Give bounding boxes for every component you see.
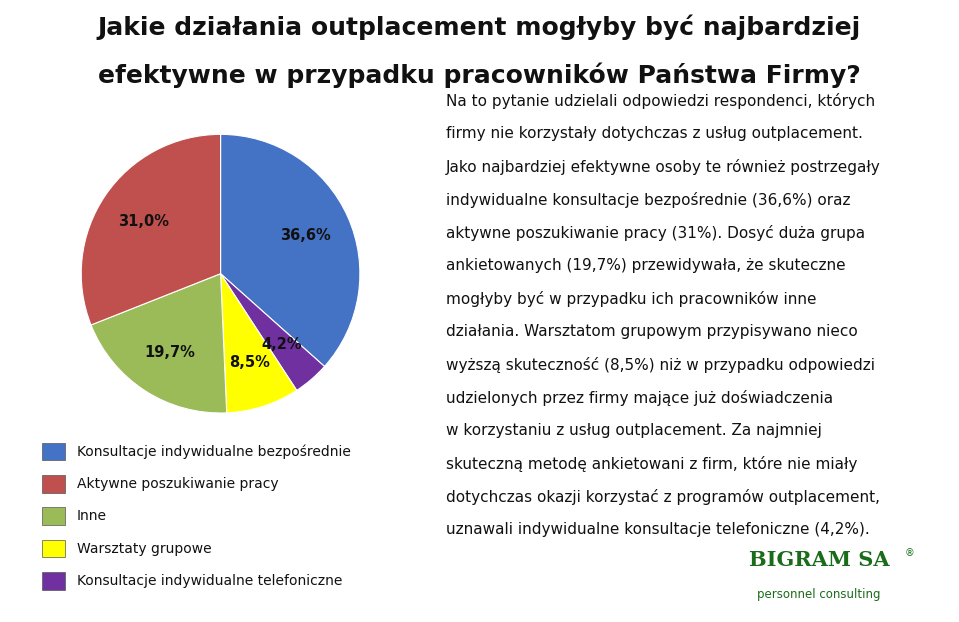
Wedge shape [221, 274, 324, 391]
FancyBboxPatch shape [42, 508, 64, 525]
Text: Aktywne poszukiwanie pracy: Aktywne poszukiwanie pracy [77, 477, 278, 491]
Text: firmy nie korzystały dotychczas z usług outplacement.: firmy nie korzystały dotychczas z usług … [446, 126, 863, 141]
FancyBboxPatch shape [42, 540, 64, 557]
Text: mogłyby być w przypadku ich pracowników inne: mogłyby być w przypadku ich pracowników … [446, 291, 816, 307]
Wedge shape [221, 134, 360, 366]
Wedge shape [82, 134, 221, 325]
Text: efektywne w przypadku pracowników Państwa Firmy?: efektywne w przypadku pracowników Państw… [98, 62, 861, 88]
Text: aktywne poszukiwanie pracy (31%). Dosyć duża grupa: aktywne poszukiwanie pracy (31%). Dosyć … [446, 225, 865, 241]
Text: 4,2%: 4,2% [261, 337, 302, 352]
Text: Konsultacje indywidualne telefoniczne: Konsultacje indywidualne telefoniczne [77, 574, 342, 588]
Text: 19,7%: 19,7% [145, 345, 196, 360]
Wedge shape [91, 274, 226, 413]
Text: 31,0%: 31,0% [118, 214, 169, 229]
FancyBboxPatch shape [42, 572, 64, 590]
Text: udzielonych przez firmy mające już doświadczenia: udzielonych przez firmy mające już doświ… [446, 390, 833, 406]
Text: Konsultacje indywidualne bezpośrednie: Konsultacje indywidualne bezpośrednie [77, 444, 350, 459]
FancyBboxPatch shape [42, 443, 64, 460]
Text: Warsztaty grupowe: Warsztaty grupowe [77, 542, 211, 555]
Wedge shape [221, 274, 296, 413]
Text: Jako najbardziej efektywne osoby te również postrzegały: Jako najbardziej efektywne osoby te równ… [446, 159, 880, 175]
Text: BIGRAM SA: BIGRAM SA [749, 550, 889, 570]
Text: ®: ® [905, 549, 915, 559]
Text: Jakie działania outplacement mogłyby być najbardziej: Jakie działania outplacement mogłyby być… [98, 14, 861, 40]
Text: działania. Warsztatom grupowym przypisywano nieco: działania. Warsztatom grupowym przypisyw… [446, 324, 857, 339]
FancyBboxPatch shape [42, 475, 64, 493]
Text: indywidualne konsultacje bezpośrednie (36,6%) oraz: indywidualne konsultacje bezpośrednie (3… [446, 192, 851, 208]
Text: Na to pytanie udzielali odpowiedzi respondenci, których: Na to pytanie udzielali odpowiedzi respo… [446, 93, 875, 109]
Text: personnel consulting: personnel consulting [758, 588, 880, 601]
Text: ankietowanych (19,7%) przewidywała, że skuteczne: ankietowanych (19,7%) przewidywała, że s… [446, 258, 846, 273]
Text: w korzystaniu z usług outplacement. Za najmniej: w korzystaniu z usług outplacement. Za n… [446, 423, 822, 438]
Text: skuteczną metodę ankietowani z firm, które nie miały: skuteczną metodę ankietowani z firm, któ… [446, 456, 857, 471]
Text: wyższą skuteczność (8,5%) niż w przypadku odpowiedzi: wyższą skuteczność (8,5%) niż w przypadk… [446, 357, 875, 373]
Text: 36,6%: 36,6% [280, 228, 331, 243]
Text: uznawali indywidualne konsultacje telefoniczne (4,2%).: uznawali indywidualne konsultacje telefo… [446, 522, 870, 537]
Text: 8,5%: 8,5% [228, 355, 269, 370]
Text: dotychczas okazji korzystać z programów outplacement,: dotychczas okazji korzystać z programów … [446, 489, 880, 504]
Text: Inne: Inne [77, 509, 106, 523]
